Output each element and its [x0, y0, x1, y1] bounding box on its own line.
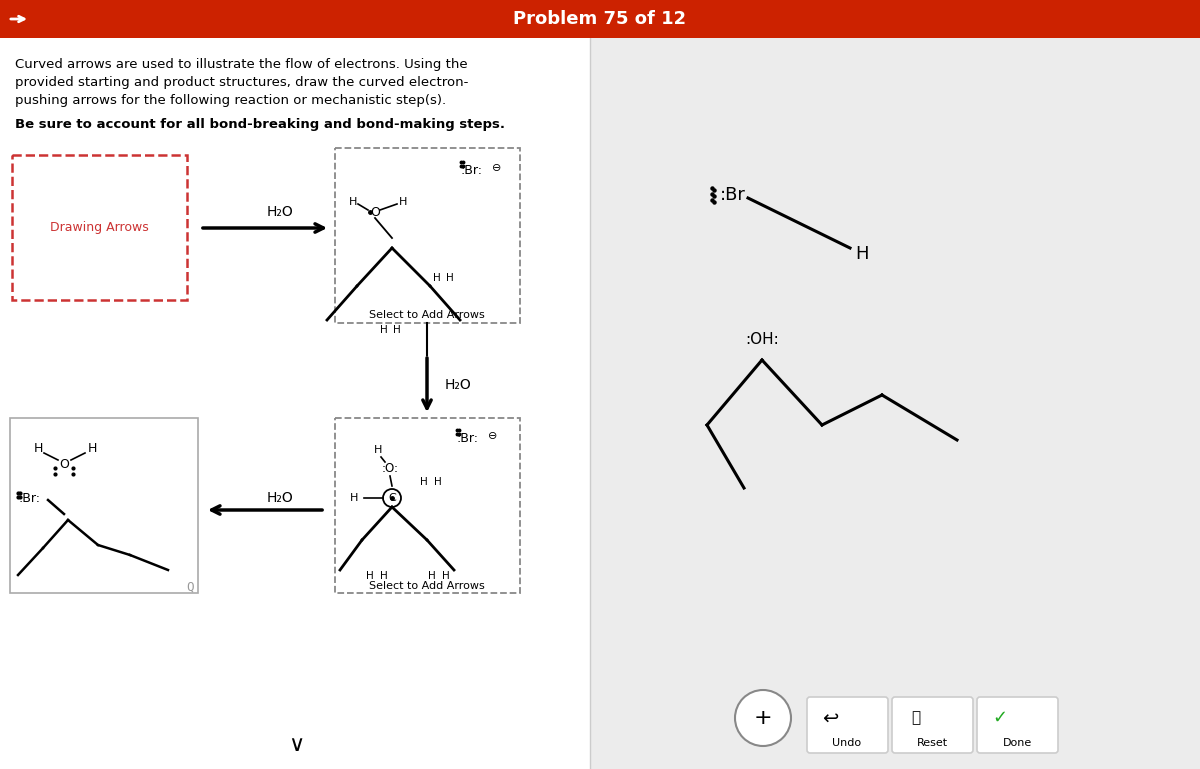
FancyBboxPatch shape	[808, 697, 888, 753]
Text: H: H	[349, 197, 358, 207]
Text: ⊖: ⊖	[488, 431, 498, 441]
Text: provided starting and product structures, draw the curved electron-: provided starting and product structures…	[14, 76, 468, 89]
Text: Done: Done	[1002, 738, 1032, 748]
Text: H: H	[88, 441, 97, 454]
Text: 🗑: 🗑	[912, 711, 920, 725]
Circle shape	[734, 690, 791, 746]
Text: Select to Add Arrows: Select to Add Arrows	[370, 581, 485, 591]
Text: C: C	[388, 493, 396, 503]
Text: H: H	[34, 441, 43, 454]
Text: :O:: :O:	[382, 461, 398, 474]
Text: :OH:: :OH:	[745, 332, 779, 348]
Text: Curved arrows are used to illustrate the flow of electrons. Using the: Curved arrows are used to illustrate the…	[14, 58, 468, 71]
Text: +: +	[754, 708, 773, 728]
Text: Q: Q	[186, 581, 193, 594]
Text: O: O	[370, 205, 380, 218]
Text: ⊖: ⊖	[492, 163, 502, 173]
Text: pushing arrows for the following reaction or mechanistic step(s).: pushing arrows for the following reactio…	[14, 94, 446, 107]
Text: H: H	[434, 477, 442, 487]
Text: ↩: ↩	[822, 708, 838, 727]
Bar	[0, 38, 590, 769]
Bar	[590, 38, 1200, 769]
FancyBboxPatch shape	[892, 697, 973, 753]
Text: Problem 75 of 12: Problem 75 of 12	[514, 10, 686, 28]
Text: H: H	[374, 445, 382, 455]
Text: H: H	[398, 197, 407, 207]
Text: Select to Add Arrows: Select to Add Arrows	[370, 310, 485, 320]
FancyBboxPatch shape	[335, 148, 520, 323]
Text: :Br:: :Br:	[457, 431, 479, 444]
Text: H: H	[366, 571, 374, 581]
Text: H: H	[394, 325, 401, 335]
Text: H: H	[446, 273, 454, 283]
Text: H₂O: H₂O	[266, 205, 293, 219]
Text: H₂O: H₂O	[445, 378, 472, 392]
Text: H: H	[442, 571, 450, 581]
Text: :Br:: :Br:	[19, 491, 41, 504]
Text: H: H	[380, 325, 388, 335]
Bar	[0, 0, 1200, 38]
Text: Reset: Reset	[917, 738, 948, 748]
Text: H: H	[428, 571, 436, 581]
Text: Drawing Arrows: Drawing Arrows	[49, 221, 149, 235]
Text: :Br:: :Br:	[461, 164, 482, 177]
Text: ∨: ∨	[288, 735, 304, 755]
Text: Undo: Undo	[833, 738, 862, 748]
Text: ✓: ✓	[992, 709, 1008, 727]
Text: :Br: :Br	[720, 186, 746, 204]
Text: H: H	[856, 245, 869, 263]
Text: H: H	[420, 477, 428, 487]
Text: O: O	[59, 458, 68, 471]
FancyBboxPatch shape	[977, 697, 1058, 753]
FancyBboxPatch shape	[335, 418, 520, 593]
FancyBboxPatch shape	[10, 418, 198, 593]
Text: H: H	[380, 571, 388, 581]
Text: H: H	[350, 493, 358, 503]
Text: H₂O: H₂O	[266, 491, 293, 505]
FancyBboxPatch shape	[12, 155, 187, 300]
Text: Be sure to account for all bond-breaking and bond-making steps.: Be sure to account for all bond-breaking…	[14, 118, 505, 131]
Text: H: H	[433, 273, 440, 283]
